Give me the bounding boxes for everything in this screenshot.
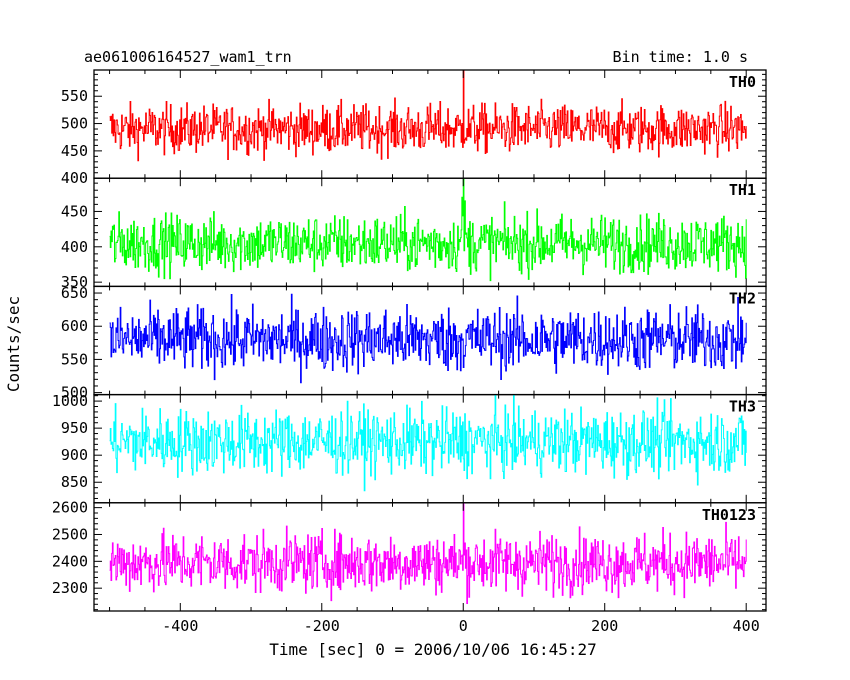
series-th2 <box>109 293 747 384</box>
y-tick-label: 500 <box>61 115 88 133</box>
y-tick-label: 2400 <box>52 552 88 570</box>
y-tick-label: 900 <box>61 446 88 464</box>
y-tick-label: 550 <box>61 350 88 368</box>
y-tick-label: 2600 <box>52 499 88 517</box>
y-tick-label: 500 <box>61 384 88 402</box>
x-tick-label: 400 <box>733 617 760 635</box>
y-tick-label: 2300 <box>52 579 88 597</box>
y-tick-label: 450 <box>61 202 88 220</box>
x-tick-label: 0 <box>459 617 468 635</box>
panel-th0: 400 450 500 550 TH0 <box>61 69 767 187</box>
y-tick-label: 850 <box>61 473 88 491</box>
y-tick-label: 550 <box>61 87 88 105</box>
panel-th3: 850 900 950 1000 TH3 <box>52 392 767 504</box>
y-tick-label: 350 <box>61 273 88 291</box>
y-tick-label: 400 <box>61 169 88 187</box>
panel-th2: 500 550 600 650 TH2 <box>61 284 767 402</box>
y-tick-label: 600 <box>61 317 88 335</box>
x-axis: -400 -200 0 200 400 <box>162 617 760 635</box>
panel-label: TH3 <box>729 398 756 416</box>
y-tick-label: 650 <box>61 284 88 302</box>
y-tick-label: 2500 <box>52 525 88 543</box>
y-tick-label: 1000 <box>52 392 88 410</box>
chart-title: ae061006164527_wam1_trn <box>84 48 292 66</box>
x-tick-label: -400 <box>162 617 198 635</box>
panel-frame <box>93 502 767 612</box>
y-tick-label: 950 <box>61 419 88 437</box>
panel-label: TH0123 <box>702 506 756 524</box>
panel-label: TH2 <box>729 289 756 307</box>
series-th0 <box>109 70 747 162</box>
x-tick-label: 200 <box>591 617 618 635</box>
series-th1 <box>109 178 747 282</box>
series-th3 <box>109 394 747 492</box>
bin-time-label: Bin time: 1.0 s <box>613 48 748 66</box>
panel-label: TH0 <box>729 73 756 91</box>
y-tick-label: 450 <box>61 142 88 160</box>
panel-stack: 400 450 500 550 TH0 350 400 450 TH1 500 550 600 650 T… <box>52 69 767 612</box>
panel-th1: 350 400 450 TH1 <box>61 177 767 291</box>
panel-th0123: 2300 2400 2500 2600 TH0123 <box>52 499 767 612</box>
y-tick-label: 400 <box>61 238 88 256</box>
x-tick-label: -200 <box>304 617 340 635</box>
series-th0123 <box>109 502 747 605</box>
panel-label: TH1 <box>729 181 756 199</box>
y-axis-label: Counts/sec <box>4 296 23 392</box>
x-axis-label: Time [sec] 0 = 2006/10/06 16:45:27 <box>269 640 597 659</box>
